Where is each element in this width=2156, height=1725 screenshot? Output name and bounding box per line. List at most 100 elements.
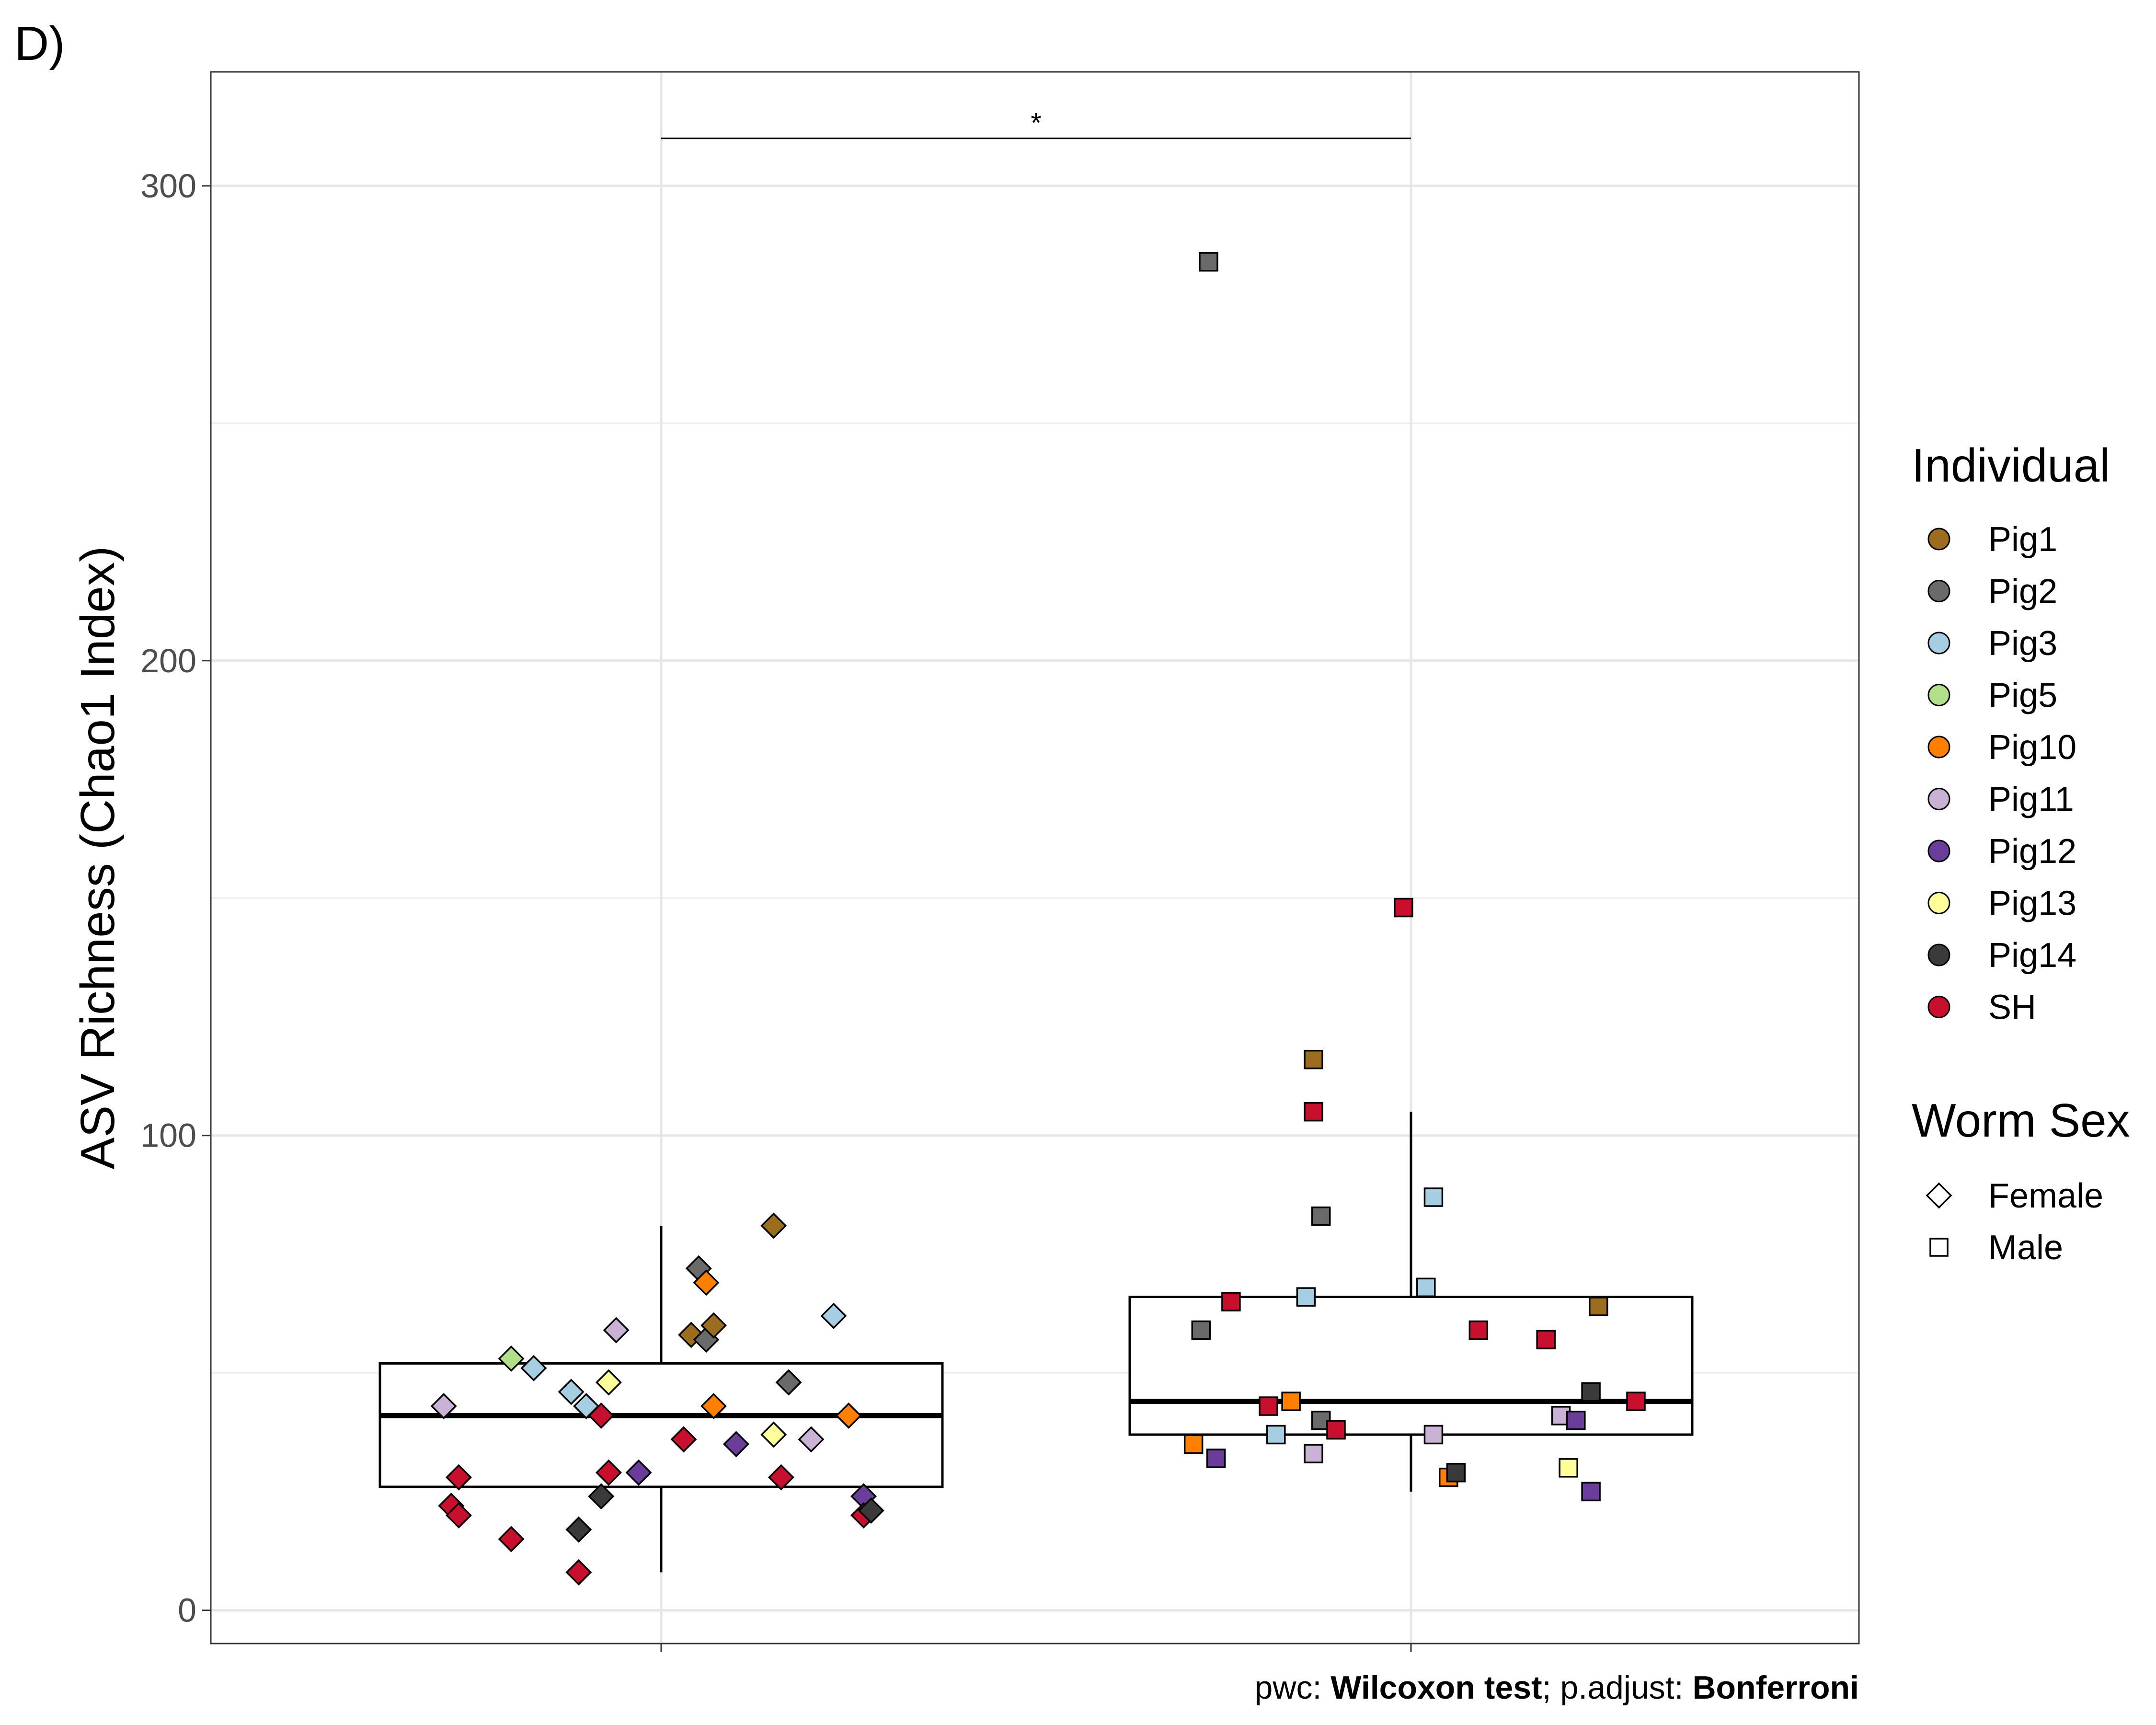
data-point-female [820, 1302, 847, 1329]
data-point-male [1281, 1392, 1301, 1411]
significance-annotation: * [661, 108, 1411, 139]
data-point-male [1446, 1463, 1466, 1483]
data-point-female [723, 1431, 749, 1458]
data-point-female [520, 1355, 547, 1381]
plot-border [210, 71, 1860, 1644]
data-point-female [588, 1402, 615, 1429]
panel-label: D) [14, 17, 65, 70]
box-iqr [378, 1362, 944, 1488]
legend-label-female: Female [1988, 1177, 2103, 1215]
data-point-male [1304, 1444, 1323, 1463]
legend-key-pig13 [1927, 892, 1950, 914]
data-point-male [1581, 1482, 1601, 1502]
y-tick-label: 300 [140, 167, 196, 205]
y-tick-label: 200 [140, 642, 196, 679]
legend-key-pig3 [1927, 632, 1950, 655]
data-point-male [1206, 1449, 1226, 1468]
data-point-male [1626, 1392, 1646, 1411]
legend-label-pig1: Pig1 [1988, 520, 2057, 559]
box-layer [378, 1112, 1694, 1573]
data-point-male [1581, 1382, 1601, 1402]
data-point-male [1304, 1049, 1323, 1070]
data-point-male [1559, 1458, 1578, 1478]
data-point-male [1296, 1287, 1316, 1307]
data-point-male [1304, 1102, 1323, 1122]
caption: pwc: Wilcoxon test; p.adjust: Bonferroni [1255, 1669, 1859, 1706]
data-point-male [1191, 1320, 1211, 1340]
data-point-female [588, 1483, 615, 1510]
legend-key-pig12 [1927, 840, 1950, 862]
data-point-female [835, 1402, 862, 1429]
data-point-male [1536, 1330, 1556, 1350]
data-point-female [760, 1421, 787, 1448]
data-point-female [798, 1426, 825, 1453]
legend-sexes: Female Male [1926, 1177, 2103, 1267]
data-point-male [1311, 1206, 1331, 1226]
y-tick-label: 100 [140, 1117, 196, 1154]
data-point-female [445, 1464, 472, 1491]
data-point-female [700, 1312, 727, 1339]
legend: Individual Pig1 Pig2 Pig3 Pig5 Pig10 Pig11 Pig… [1912, 439, 2130, 1267]
caption-test: Wilcoxon test [1330, 1669, 1542, 1706]
data-point-male [1394, 897, 1413, 918]
data-point-male [1266, 1425, 1286, 1445]
box-iqr [1128, 1296, 1694, 1436]
data-point-female [595, 1459, 622, 1486]
legend-label-pig10: Pig10 [1988, 728, 2076, 767]
data-point-female [430, 1393, 457, 1420]
data-point-male [1423, 1187, 1444, 1207]
caption-prefix: pwc: [1255, 1669, 1331, 1706]
legend-label-pig11: Pig11 [1988, 781, 2074, 819]
legend-label-pig5: Pig5 [1988, 677, 2057, 715]
data-point-male [1199, 252, 1218, 272]
legend-label-pig3: Pig3 [1988, 624, 2057, 663]
data-point-male [1566, 1411, 1586, 1430]
caption-middle: ; p.adjust: [1542, 1669, 1693, 1706]
data-point-female [760, 1212, 787, 1239]
data-point-female [700, 1393, 727, 1420]
legend-title-individual: Individual [1912, 439, 2110, 492]
point-layer [430, 252, 1646, 1586]
data-point-female [565, 1559, 592, 1586]
legend-label-pig12: Pig12 [1988, 832, 2076, 871]
data-point-male [1183, 1434, 1204, 1454]
data-point-male [1326, 1420, 1346, 1440]
data-point-female [498, 1526, 525, 1552]
data-point-male [1551, 1406, 1571, 1426]
significance-label: * [1031, 108, 1042, 139]
legend-key-pig10 [1927, 736, 1950, 759]
data-point-female [445, 1502, 472, 1529]
data-point-female [775, 1369, 802, 1396]
legend-key-male-square-icon [1929, 1238, 1949, 1257]
data-point-male [1221, 1292, 1241, 1311]
data-point-female [670, 1426, 697, 1453]
legend-label-pig2: Pig2 [1988, 573, 2057, 611]
legend-key-pig2 [1927, 580, 1950, 602]
data-point-male [1259, 1396, 1278, 1416]
caption-adjust: Bonferroni [1692, 1669, 1859, 1706]
data-point-female [858, 1497, 884, 1524]
data-point-female [498, 1345, 525, 1372]
legend-key-sh [1927, 996, 1950, 1018]
y-axis: 0 100 200 300 [140, 167, 1412, 1652]
data-point-female [558, 1379, 585, 1405]
data-point-male [1468, 1320, 1489, 1340]
data-point-male [1423, 1425, 1444, 1445]
data-point-female [625, 1459, 652, 1486]
data-point-male [1589, 1297, 1608, 1316]
legend-key-female-diamond-icon [1926, 1182, 1952, 1209]
data-point-female [693, 1269, 720, 1296]
y-tick-label: 0 [178, 1592, 196, 1629]
y-axis-label: ASV Richness (Chao1 Index) [71, 546, 125, 1170]
data-point-female [595, 1369, 622, 1396]
legend-label-pig13: Pig13 [1988, 885, 2076, 923]
data-point-female [603, 1317, 630, 1344]
legend-label-male: Male [1988, 1229, 2063, 1267]
data-point-female [768, 1464, 794, 1491]
data-point-male [1416, 1277, 1436, 1298]
legend-key-pig14 [1927, 943, 1950, 966]
legend-key-pig5 [1927, 684, 1950, 706]
legend-individuals: Pig1 Pig2 Pig3 Pig5 Pig10 Pig11 Pig12 Pig13 Pig1… [1927, 520, 2076, 1027]
legend-title-worm-sex: Worm Sex [1912, 1094, 2130, 1147]
